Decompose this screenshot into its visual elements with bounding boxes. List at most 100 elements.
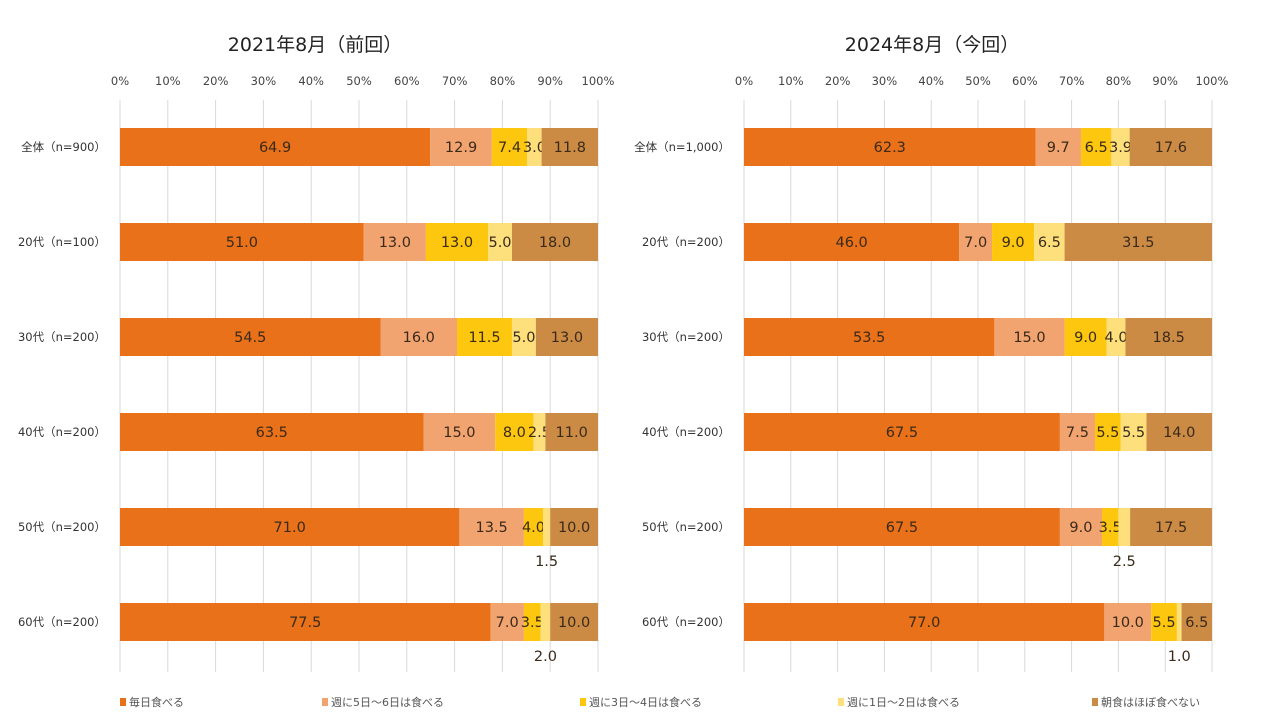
bar-segment <box>1181 603 1212 641</box>
legend-label: 週に5日～6日は食べる <box>331 695 444 709</box>
bar-segment <box>744 508 1060 546</box>
data-label: 51.0 <box>226 235 258 251</box>
data-label: 18.5 <box>1153 330 1185 346</box>
bar-segment <box>523 603 541 641</box>
legend-label: 朝食はほぼ食べない <box>1101 695 1200 709</box>
bar-segment <box>543 508 551 546</box>
data-label: 11.5 <box>468 330 500 346</box>
bar-segment <box>744 413 1060 451</box>
bar-segment <box>495 413 534 451</box>
bar-segment <box>120 223 364 261</box>
bar-segment <box>1104 603 1152 641</box>
bar-segment <box>423 413 496 451</box>
data-label: 6.5 <box>1038 235 1061 251</box>
data-label: 18.0 <box>539 235 571 251</box>
data-label: 53.5 <box>853 330 885 346</box>
x-tick-label: 40% <box>298 74 324 88</box>
data-label: 15.0 <box>1013 330 1045 346</box>
data-label: 13.0 <box>379 235 411 251</box>
bar-segment <box>992 223 1035 261</box>
bar-segment <box>1151 603 1177 641</box>
x-tick-label: 10% <box>778 74 804 88</box>
bar-segment <box>1130 508 1212 546</box>
x-tick-label: 30% <box>872 74 898 88</box>
data-label: 5.0 <box>512 330 535 346</box>
bar-segment <box>1146 413 1212 451</box>
bar-segment <box>1111 128 1130 166</box>
data-label: 15.0 <box>443 425 475 441</box>
bar-segment <box>744 318 995 356</box>
category-label: 30代（n=200） <box>18 330 106 344</box>
category-label: 60代（n=200） <box>642 615 730 629</box>
x-tick-label: 30% <box>251 74 277 88</box>
data-label: 6.5 <box>1085 140 1108 156</box>
chart-title: 2024年8月（今回） <box>845 34 1019 56</box>
bar-segment <box>533 413 546 451</box>
bar-segment <box>1120 413 1147 451</box>
bar-segment <box>535 318 598 356</box>
bar-segment <box>1129 128 1212 166</box>
bar-segment <box>1176 603 1182 641</box>
data-label: 3.5 <box>521 615 544 631</box>
data-label: 1.0 <box>1168 649 1191 665</box>
x-tick-label: 60% <box>1012 74 1038 88</box>
legend-item: 毎日食べる <box>120 695 184 709</box>
x-tick-label: 80% <box>490 74 516 88</box>
bar-segment <box>550 603 598 641</box>
category-label: 20代（n=200） <box>642 235 730 249</box>
bar-segment <box>380 318 457 356</box>
category-label: 20代（n=100） <box>18 235 106 249</box>
data-label: 11.8 <box>554 140 586 156</box>
data-label: 17.6 <box>1155 140 1187 156</box>
data-label: 3.9 <box>1109 140 1132 156</box>
data-label: 1.5 <box>535 554 558 570</box>
chart-panel-0: 2021年8月（前回） 0% 10% 20% 30% 40% 50% 60% 70% 80% 90%… <box>18 34 615 672</box>
bar-segment <box>994 318 1065 356</box>
category-label: 全体（n=900） <box>21 140 106 154</box>
data-label: 63.5 <box>256 425 288 441</box>
data-label: 2.5 <box>528 425 551 441</box>
x-tick-label: 100% <box>1196 74 1229 88</box>
data-label: 9.0 <box>1002 235 1025 251</box>
x-tick-label: 0% <box>735 74 753 88</box>
legend-label: 週に1日～2日は食べる <box>847 695 960 709</box>
bar-segment <box>120 413 424 451</box>
data-label: 12.9 <box>445 140 477 156</box>
category-label: 全体（n=1,000） <box>634 140 730 154</box>
bar-segment <box>527 128 542 166</box>
x-tick-label: 50% <box>346 74 372 88</box>
bar-segment <box>511 318 536 356</box>
x-tick-label: 20% <box>825 74 851 88</box>
bar-segment <box>523 508 544 546</box>
bar-segment <box>744 128 1036 166</box>
bar-segment <box>1064 223 1212 261</box>
bar-segment <box>491 128 528 166</box>
bar-segment <box>1118 508 1131 546</box>
data-label: 46.0 <box>835 235 867 251</box>
data-label: 77.0 <box>908 615 940 631</box>
data-label: 6.5 <box>1185 615 1208 631</box>
chart-panel-1: 2024年8月（今回） 0% 10% 20% 30% 40% 50% 60% 70% 80% 90%… <box>634 34 1229 672</box>
bar-segment <box>430 128 492 166</box>
legend-item: 朝食はほぼ食べない <box>1092 695 1200 709</box>
data-label: 31.5 <box>1122 235 1154 251</box>
bar-segment <box>744 223 960 261</box>
bar-segment <box>1064 318 1107 356</box>
bar-segment <box>744 603 1105 641</box>
x-tick-label: 80% <box>1106 74 1132 88</box>
bar-segment <box>541 128 598 166</box>
data-label: 4.0 <box>522 520 545 536</box>
bar-segment <box>490 603 524 641</box>
bar-segment <box>488 223 512 261</box>
legend-swatch <box>1092 698 1098 706</box>
category-label: 40代（n=200） <box>642 425 730 439</box>
bar-segment <box>120 603 491 641</box>
legend-swatch <box>580 698 586 706</box>
data-label: 67.5 <box>886 520 918 536</box>
data-label: 10.0 <box>1112 615 1144 631</box>
data-label: 9.7 <box>1047 140 1070 156</box>
bar-segment <box>459 508 524 546</box>
bar-segment <box>511 223 598 261</box>
data-label: 7.0 <box>964 235 987 251</box>
x-tick-label: 70% <box>1059 74 1085 88</box>
